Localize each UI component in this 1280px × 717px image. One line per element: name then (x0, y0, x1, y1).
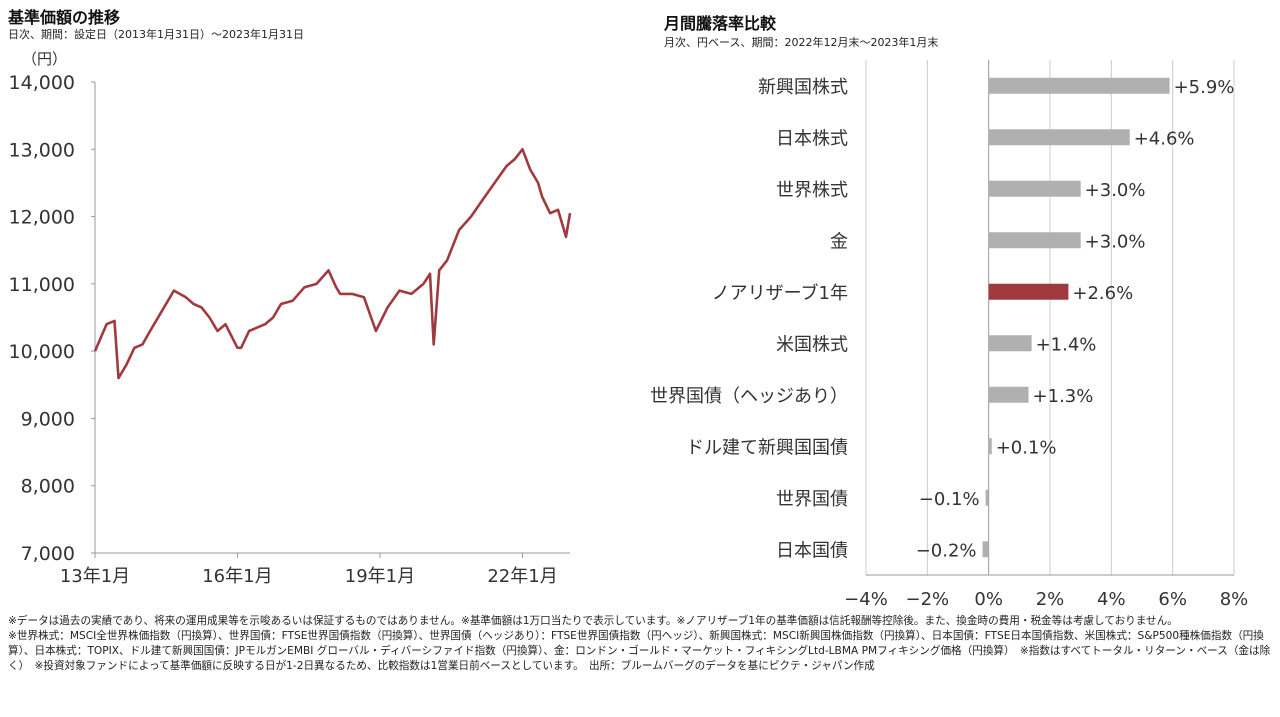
value-label: −0.1% (919, 489, 980, 510)
category-label: 世界株式 (776, 180, 848, 201)
x-tick-label: 2% (1036, 589, 1065, 610)
bar (988, 129, 1130, 146)
value-label: +0.1% (996, 437, 1057, 458)
category-label: 世界国債（ヘッジあり） (650, 386, 848, 407)
y-tick-label: 13,000 (9, 139, 75, 161)
bar (988, 438, 992, 455)
y-axis-unit: （円） (22, 50, 67, 68)
y-tick-label: 10,000 (9, 341, 75, 363)
x-tick-label: 4% (1097, 589, 1126, 610)
y-tick-label: 11,000 (9, 274, 75, 296)
x-tick-label: −2% (906, 589, 950, 610)
category-label: ノアリザーブ1年 (712, 282, 848, 304)
x-tick-label: 19年1月 (345, 566, 415, 587)
bar (982, 541, 989, 558)
value-label: +2.6% (1072, 283, 1133, 304)
footnote-disclaimer: ※データは過去の実績であり、将来の運用成果等を示唆あるいは保証するものではありま… (8, 615, 1178, 627)
bar (988, 335, 1032, 352)
bar (988, 180, 1081, 197)
bar-chart-title: 月間騰落率比較 (664, 14, 777, 33)
category-label: 世界国債 (776, 489, 848, 510)
x-tick-label: 6% (1158, 589, 1187, 610)
category-label: 金 (830, 231, 848, 252)
y-tick-label: 9,000 (21, 408, 75, 430)
y-tick-label: 7,000 (21, 543, 75, 565)
category-label: 日本国債 (776, 540, 848, 561)
bar (985, 489, 989, 506)
bar (988, 283, 1069, 300)
line-chart-title: 基準価額の推移 (8, 8, 121, 27)
x-tick-label: 0% (974, 589, 1003, 610)
bar (988, 386, 1029, 403)
value-label: +4.6% (1134, 128, 1195, 149)
monthly-return-bar-chart: −4% −2% 0% 2% 4% 6% 8% 新興国株式 +5.9% 日本株式 +4.6% 世界株式 +… (650, 60, 1249, 610)
value-label: +3.0% (1085, 231, 1146, 252)
x-tick-label: 16年1月 (202, 566, 272, 587)
y-tick-label: 14,000 (9, 72, 75, 94)
value-label: +1.4% (1036, 334, 1097, 355)
y-tick-label: 8,000 (21, 476, 75, 498)
x-tick-label: 13年1月 (60, 566, 130, 587)
value-label: +1.3% (1033, 386, 1094, 407)
category-label: 新興国株式 (758, 77, 848, 98)
category-label: 米国株式 (776, 334, 848, 355)
category-label: 日本株式 (776, 128, 848, 149)
bar (988, 77, 1170, 94)
category-label: ドル建て新興国国債 (686, 437, 848, 458)
bar-chart-subtitle: 月次、円ベース、期間：2022年12月末〜2023年1月末 (664, 36, 939, 49)
bar (988, 232, 1081, 249)
value-label: +5.9% (1174, 77, 1235, 98)
x-tick-label: 22年1月 (487, 566, 557, 587)
y-tick-label: 12,000 (9, 207, 75, 229)
line-chart-subtitle: 日次、期間：設定日（2013年1月31日）〜2023年1月31日 (8, 28, 304, 41)
value-label: −0.2% (916, 540, 977, 561)
nav-line-chart: 7,000 8,000 9,000 10,000 11,000 12,000 13,000 1… (9, 50, 572, 587)
footnotes: ※データは過去の実績であり、将来の運用成果等を示唆あるいは保証するものではありま… (8, 614, 1274, 674)
x-tick-label: 8% (1220, 589, 1249, 610)
x-tick-label: −4% (844, 589, 888, 610)
value-label: +3.0% (1085, 180, 1146, 201)
footnote-index-definitions: ※世界株式：MSCI全世界株価指数（円換算）、世界国債：FTSE世界国債指数（円… (8, 630, 1271, 672)
nav-series-line (93, 148, 572, 380)
